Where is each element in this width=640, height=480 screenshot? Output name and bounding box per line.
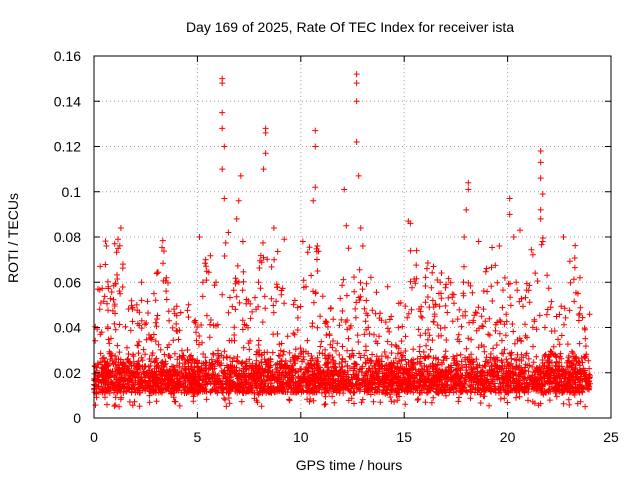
data-point [355,172,362,179]
data-point [506,211,513,218]
y-tick-label: 0.12 [54,139,81,155]
y-tick-label: 0.16 [54,48,81,64]
data-point [463,206,470,213]
data-point [219,166,226,173]
x-tick-label: 15 [396,429,412,445]
data-point [434,276,441,283]
y-axis-label: ROTI / TECUs [5,193,21,283]
y-tick-label: 0.02 [54,365,81,381]
data-point [310,197,317,204]
data-point [233,215,240,222]
data-point [510,234,517,240]
data-point [119,261,126,268]
data-point [359,243,366,250]
data-point [314,243,321,250]
x-tick-label: 0 [90,429,98,445]
y-tick-label: 0.08 [54,229,81,245]
x-tick-label: 25 [603,429,619,445]
data-point [299,238,306,245]
data-point [576,274,583,281]
data-point [163,274,170,281]
data-point [111,240,118,247]
data-point [221,143,228,150]
data-point [219,109,226,116]
chart-title: Day 169 of 2025, Rate Of TEC Index for r… [186,19,514,35]
data-point [281,236,288,243]
y-tick-label: 0.1 [62,184,82,200]
data-point [117,224,124,231]
x-tick-label: 20 [500,429,516,445]
data-point [103,243,110,250]
data-point [357,224,364,231]
data-point [219,80,226,87]
x-ticks: 0 5 10 15 20 25 [90,56,619,445]
data-point [537,215,544,222]
data-points [91,71,594,410]
data-point [341,186,348,193]
y-tick-label: 0 [73,410,81,426]
data-point [407,220,414,227]
data-point [475,238,482,245]
data-point [560,234,567,240]
data-point [270,224,277,231]
data-point [423,265,430,272]
y-ticks: 0 0.02 0.04 0.06 0.08 0.1 0.12 0.14 0.16 [54,48,611,426]
data-point [138,279,145,286]
data-point [465,179,472,186]
data-point [461,234,468,240]
data-point [239,238,246,245]
y-tick-label: 0.06 [54,274,81,290]
data-point [312,127,319,134]
data-point [537,159,544,166]
data-point [574,290,581,297]
data-point [537,206,544,213]
data-point [413,247,420,254]
data-point [353,80,360,87]
data-point [537,148,544,155]
x-axis-label: GPS time / hours [296,457,403,473]
data-point [312,184,319,191]
y-tick-label: 0.04 [54,320,81,336]
data-point [353,138,360,145]
data-point [213,279,220,286]
data-point [262,129,269,136]
data-point [219,125,226,132]
data-point [537,175,544,182]
data-point [262,150,269,157]
x-tick-label: 10 [293,429,309,445]
data-point [235,197,242,204]
data-point [353,71,360,78]
x-tick-label: 5 [194,429,202,445]
data-point [465,186,472,193]
data-point [517,227,524,234]
data-point [202,256,209,263]
data-point [506,195,513,202]
data-point [343,222,350,229]
data-point [196,234,203,240]
data-point [312,143,319,150]
data-point [150,290,157,297]
data-point [353,98,360,105]
data-point [97,263,104,270]
data-point [539,238,546,245]
data-point [225,229,232,236]
data-point [539,191,546,198]
data-point [496,243,503,250]
data-point [260,166,267,173]
data-point [384,283,391,290]
data-point [237,172,244,179]
data-point [308,272,315,279]
y-tick-label: 0.14 [54,93,81,109]
data-point [221,195,228,202]
data-point-cloud [91,235,594,410]
